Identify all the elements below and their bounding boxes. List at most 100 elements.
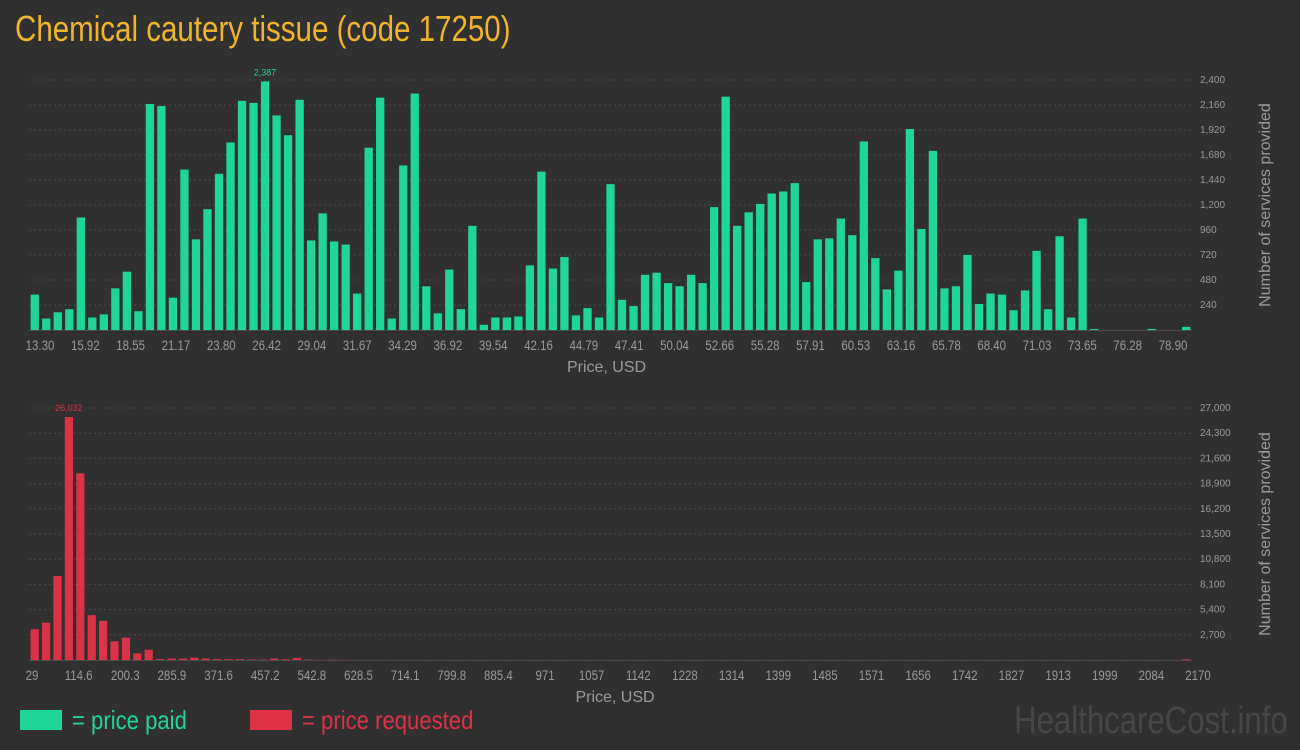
bar [64,417,74,660]
bar [42,318,51,330]
y-axis-title: Number of services provided [1257,103,1274,307]
x-tick-label: 73.65 [1068,337,1097,353]
x-tick-label: 2084 [1139,667,1165,683]
bar [226,142,235,330]
y-tick-label: 2,400 [1200,75,1225,86]
x-tick-label: 714.1 [391,667,420,683]
bar [986,293,995,330]
bar [1147,328,1156,330]
x-tick-label: 29 [26,667,39,683]
bar [663,283,673,330]
bar [249,102,258,330]
bar [1009,310,1018,330]
y-tick-label: 27,000 [1200,403,1231,414]
bar [318,213,327,330]
bar [76,217,85,330]
bar [283,135,293,330]
x-tick-label: 1057 [579,667,605,683]
bar [156,659,165,660]
bar [134,311,143,330]
bar [168,297,178,330]
bar [698,283,707,330]
bar [779,191,788,330]
price-paid-chart: 240 480 720 960 1,200 1,440 1,680 1,920 2,160 2,4… [26,67,1274,376]
y-axis-title: Number of services provided [1257,432,1274,636]
bar [399,165,408,330]
price-requested-chart: 2,700 5,400 8,100 10,800 13,500 16,200 18,900 2… [26,403,1274,705]
x-tick-label: 39.54 [479,337,508,353]
bar [525,265,535,330]
x-tick-label: 1999 [1092,667,1118,683]
x-tick-label: 285.9 [158,667,187,683]
bar [640,274,650,330]
x-axis-title: Price, USD [567,359,646,376]
bar [364,147,373,330]
x-tick-label: 542.8 [297,667,326,683]
bar [686,274,696,330]
bar [825,238,834,330]
bar [65,309,74,330]
y-tick-label: 10,800 [1200,554,1231,565]
y-tick-label: 13,500 [1200,529,1231,540]
bar [445,269,454,330]
bar [721,96,730,330]
y-tick-label: 21,600 [1200,453,1231,464]
bar [491,317,500,330]
x-tick-label: 885.4 [484,667,513,683]
bar [1055,236,1064,330]
y-tick-label: 2,700 [1200,630,1225,641]
x-tick-label: 29.04 [298,337,327,353]
bar [606,184,615,330]
y-tick-label: 480 [1200,275,1217,286]
legend-price-paid: = price paid [20,704,207,736]
y-tick-label: 1,200 [1200,200,1225,211]
bar [214,173,224,330]
x-tick-label: 26.42 [252,337,281,353]
bar [121,637,131,660]
bar [1078,218,1087,330]
bar [53,312,62,330]
bar [295,99,304,330]
bar [802,282,811,330]
bar [502,317,512,330]
bar [951,286,961,330]
legend-label-requested: = price requested [302,704,474,735]
bar [514,316,523,330]
bar [836,218,845,330]
legend-price-requested: = price requested [250,704,504,736]
bar [178,658,188,660]
x-tick-label: 371.6 [204,667,233,683]
bar [1182,326,1191,330]
bar [882,289,892,330]
bar [341,244,350,330]
x-axis-title: Price, USD [575,689,654,705]
x-tick-label: 76.28 [1113,337,1142,353]
bar [997,294,1007,330]
bar [387,318,396,330]
x-tick-label: 68.40 [977,337,1006,353]
x-tick-label: 65.78 [932,337,961,353]
bar [111,288,120,330]
bar [201,658,210,660]
bar [859,141,868,330]
x-tick-label: 2170 [1185,667,1211,683]
x-tick-label: 18.55 [116,337,145,353]
bar [99,314,108,330]
y-tick-label: 240 [1200,300,1217,311]
bar [260,81,270,331]
bar [963,255,972,330]
x-tick-label: 200.3 [111,667,140,683]
x-tick-label: 50.04 [660,337,689,353]
bar [292,657,302,660]
x-tick-label: 47.41 [615,337,644,353]
bar [1089,328,1099,330]
bar [756,203,765,330]
x-tick-label: 114.6 [65,667,93,683]
bar [871,258,880,330]
bar [144,649,153,660]
watermark: HealthcareCost.info [1014,700,1288,742]
bar [30,629,39,660]
bar [548,268,558,330]
bar [329,241,339,330]
y-tick-label: 1,920 [1200,125,1225,136]
